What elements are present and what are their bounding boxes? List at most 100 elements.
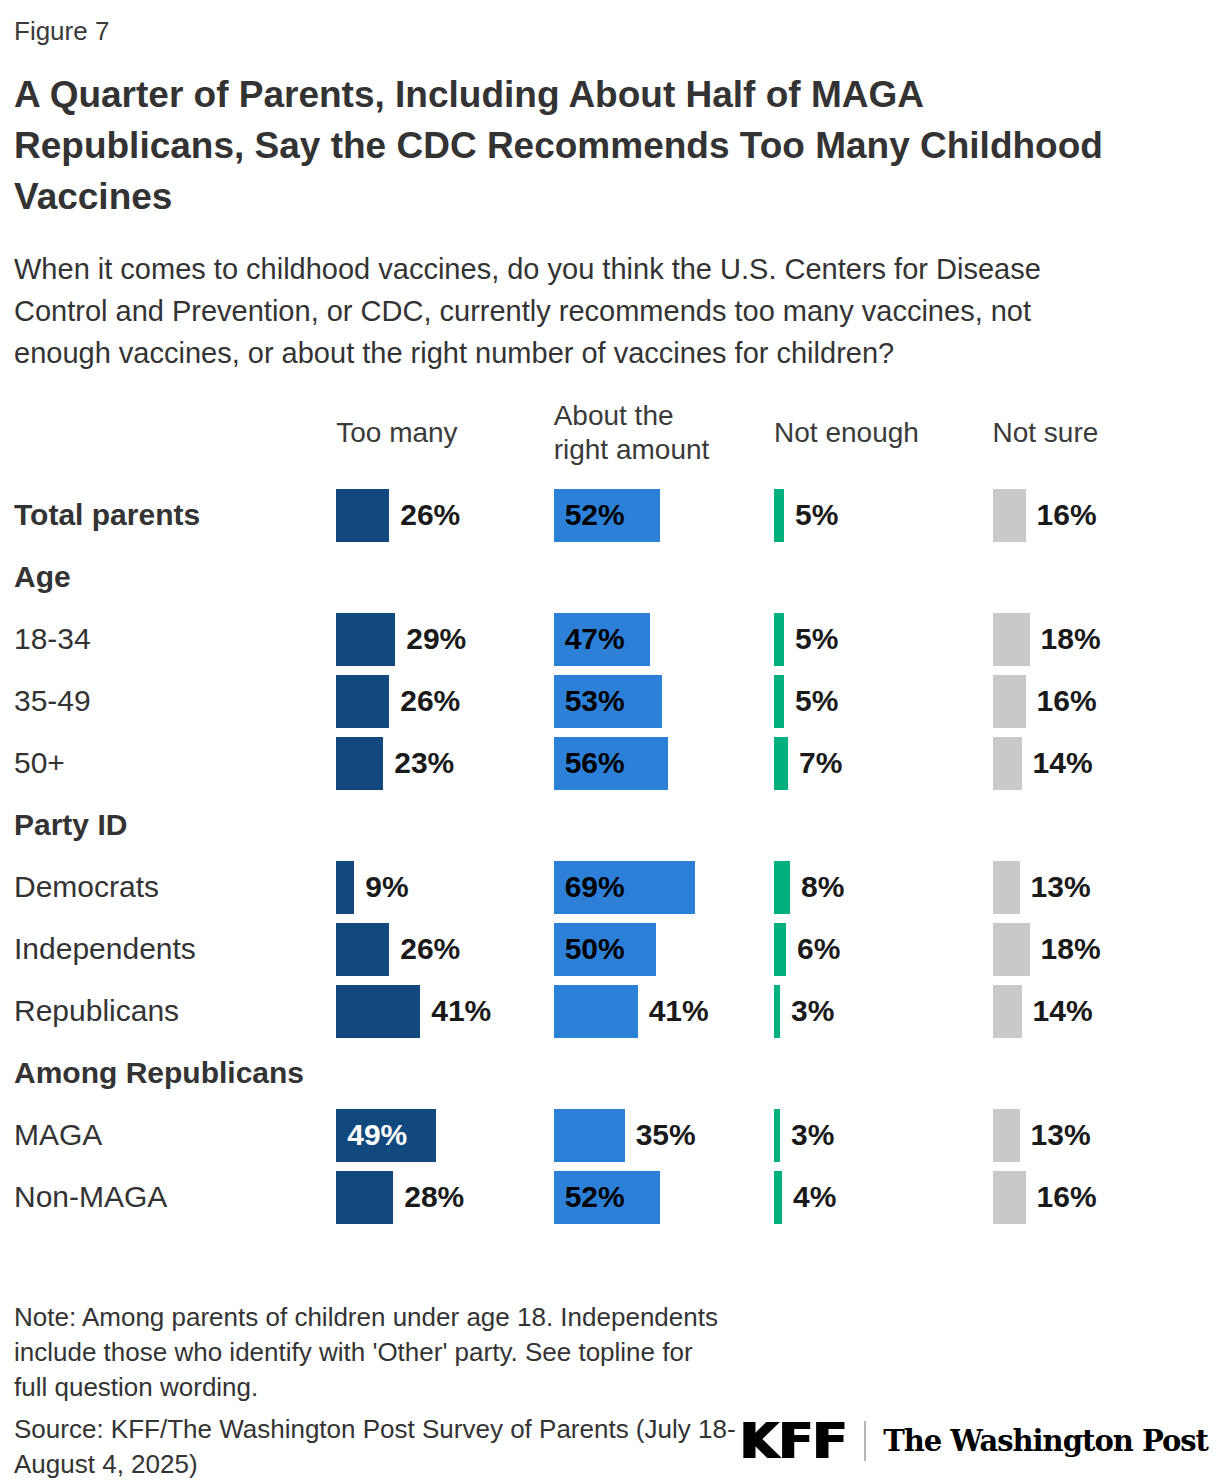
- bar-not-sure: [993, 613, 1030, 666]
- bar-value-label: 52%: [565, 1180, 625, 1214]
- section-row: Party ID: [14, 794, 1206, 856]
- bar-value-label: 14%: [1033, 746, 1093, 780]
- column-header-about-right: About theright amount: [554, 399, 774, 467]
- bar-cell-too-many: 49%: [336, 1104, 553, 1166]
- bar-value-label: 52%: [565, 498, 625, 532]
- bar-too-many: [336, 923, 389, 976]
- bar-value-label: 14%: [1033, 994, 1093, 1028]
- bar-cell-not-enough: 3%: [774, 980, 992, 1042]
- data-row: Non-MAGA 28% 52% 4% 16%: [14, 1166, 1206, 1228]
- row-label: 50+: [14, 746, 336, 780]
- column-header-too-many: Too many: [336, 416, 553, 450]
- section-row: Among Republicans: [14, 1042, 1206, 1104]
- bar-cell-about-right: 35%: [554, 1104, 774, 1166]
- section-row: Age: [14, 546, 1206, 608]
- data-row: Democrats9%69%8%13%: [14, 856, 1206, 918]
- row-label: Independents: [14, 932, 336, 966]
- bar-cell-not-enough: 4%: [774, 1166, 992, 1228]
- bar-not-enough: [774, 923, 786, 976]
- row-label: Total parents: [14, 498, 336, 532]
- chart-title: A Quarter of Parents, Including About Ha…: [14, 69, 1206, 222]
- bar-value-label: 6%: [797, 932, 840, 966]
- data-row: Republicans 41% 41% 3% 14%: [14, 980, 1206, 1042]
- bar-value-label: 5%: [795, 622, 838, 656]
- kff-logo: KFF: [740, 1412, 847, 1470]
- bar-not-sure: [993, 489, 1026, 542]
- bar-not-sure: [993, 985, 1022, 1038]
- bar-not-enough: [774, 985, 780, 1038]
- column-header-not-sure: Not sure: [993, 416, 1207, 450]
- data-row: MAGA 49% 35% 3% 13%: [14, 1104, 1206, 1166]
- bar-value-label: 49%: [347, 1118, 407, 1152]
- data-row: Total parents26%52%5%16%: [14, 484, 1206, 546]
- bar-cell-not-sure: 16%: [993, 1166, 1207, 1228]
- bar-cell-not-enough: 7%: [774, 732, 992, 794]
- source-text: Source: KFF/The Washington Post Survey o…: [14, 1412, 736, 1482]
- figure-page: Figure 7 A Quarter of Parents, Including…: [0, 0, 1220, 1484]
- bar-cell-not-enough: 3%: [774, 1104, 992, 1166]
- row-label: 18-34: [14, 622, 336, 656]
- data-row: Independents26%50%6%18%: [14, 918, 1206, 980]
- bar-cell-not-sure: 16%: [993, 484, 1207, 546]
- column-header-not-enough: Not enough: [774, 416, 992, 450]
- bar-not-enough: [774, 613, 784, 666]
- data-row: 18-3429%47%5%18%: [14, 608, 1206, 670]
- bar-value-label: 4%: [793, 1180, 836, 1214]
- bar-too-many: 49%: [336, 1109, 436, 1162]
- row-label: Non-MAGA: [14, 1180, 336, 1214]
- bar-value-label: 16%: [1037, 498, 1097, 532]
- bar-not-enough: [774, 675, 784, 728]
- bar-too-many: [336, 985, 420, 1038]
- bar-value-label: 3%: [791, 1118, 834, 1152]
- bar-value-label: 3%: [791, 994, 834, 1028]
- bar-value-label: 9%: [365, 870, 408, 904]
- bar-cell-about-right: 53%: [554, 670, 774, 732]
- bar-too-many: [336, 675, 389, 728]
- bar-cell-too-many: 26%: [336, 484, 553, 546]
- bar-too-many: [336, 737, 383, 790]
- bar-not-sure: [993, 675, 1026, 728]
- bar-value-label: 26%: [400, 684, 460, 718]
- bar-cell-too-many: 23%: [336, 732, 553, 794]
- bar-value-label: 41%: [431, 994, 491, 1028]
- row-label: MAGA: [14, 1118, 336, 1152]
- bar-value-label: 47%: [565, 622, 625, 656]
- bar-value-label: 29%: [406, 622, 466, 656]
- bar-too-many: [336, 861, 354, 914]
- bar-cell-about-right: 56%: [554, 732, 774, 794]
- bar-about-right: 69%: [554, 861, 695, 914]
- bar-cell-not-sure: 13%: [993, 1104, 1207, 1166]
- chart-rows: Total parents26%52%5%16%Age18-3429%47%5%…: [14, 484, 1206, 1228]
- bar-value-label: 26%: [400, 932, 460, 966]
- bar-not-enough: [774, 1171, 782, 1224]
- logo-separator: [864, 1421, 866, 1461]
- section-label: Party ID: [14, 808, 340, 842]
- bar-cell-about-right: 50%: [554, 918, 774, 980]
- bar-cell-about-right: 41%: [554, 980, 774, 1042]
- bar-not-sure: [993, 923, 1030, 976]
- bar-about-right: 50%: [554, 923, 656, 976]
- row-label: 35-49: [14, 684, 336, 718]
- column-headers: Too many About theright amount Not enoug…: [14, 396, 1206, 470]
- bar-about-right: 52%: [554, 1171, 660, 1224]
- bar-not-enough: [774, 861, 790, 914]
- bar-value-label: 53%: [565, 684, 625, 718]
- bar-value-label: 8%: [801, 870, 844, 904]
- data-row: 35-4926%53%5%16%: [14, 670, 1206, 732]
- bar-value-label: 28%: [404, 1180, 464, 1214]
- logos: KFF The Washington Post: [740, 1412, 1208, 1470]
- bar-value-label: 16%: [1037, 684, 1097, 718]
- bar-value-label: 50%: [565, 932, 625, 966]
- bar-too-many: [336, 1171, 393, 1224]
- bar-not-sure: [993, 1109, 1020, 1162]
- bar-value-label: 13%: [1031, 870, 1091, 904]
- bar-cell-too-many: 29%: [336, 608, 553, 670]
- bar-cell-not-sure: 14%: [993, 732, 1207, 794]
- bar-about-right: [554, 985, 638, 1038]
- bar-value-label: 69%: [565, 870, 625, 904]
- bar-value-label: 13%: [1031, 1118, 1091, 1152]
- row-label: Republicans: [14, 994, 336, 1028]
- bar-about-right: 56%: [554, 737, 668, 790]
- bar-about-right: 52%: [554, 489, 660, 542]
- data-row: 50+23%56% 7% 14%: [14, 732, 1206, 794]
